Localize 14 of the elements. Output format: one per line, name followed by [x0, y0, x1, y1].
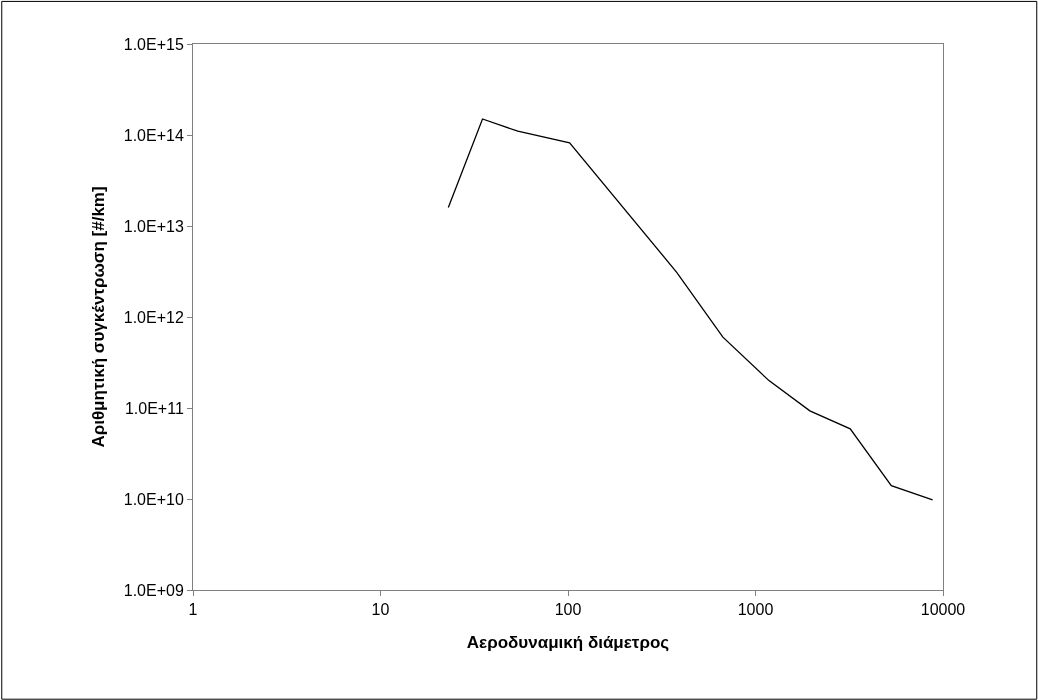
- y-tick-label: 1.0E+12: [123, 308, 184, 326]
- x-tick-label: 1000: [737, 601, 774, 619]
- x-tick-label: 10000: [920, 601, 966, 619]
- x-tick-label: 1: [188, 601, 198, 619]
- y-axis-title: Αριθμητική συγκέντρωση [#/km]: [89, 186, 109, 448]
- x-tick-label: 10: [371, 601, 390, 619]
- y-tick-label: 1.0E+09: [123, 581, 184, 599]
- x-axis-title: Αεροδυναμική διάμετρος: [466, 632, 670, 652]
- y-tick-label: 1.0E+10: [123, 490, 184, 508]
- y-tick-label: 1.0E+13: [123, 217, 184, 235]
- y-tick-label: 1.0E+11: [124, 399, 184, 417]
- x-tick-label: 100: [554, 601, 582, 619]
- y-tick-label: 1.0E+15: [123, 35, 184, 53]
- y-tick-label: 1.0E+14: [123, 126, 184, 144]
